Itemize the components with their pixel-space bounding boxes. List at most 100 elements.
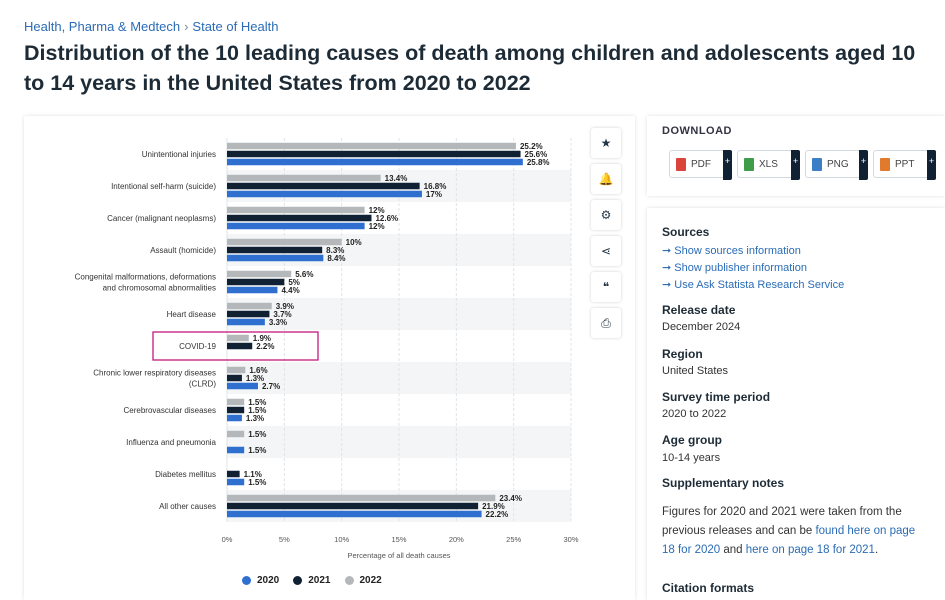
category-label-line: Cancer (malignant neoplasms) (107, 214, 216, 223)
bar-2022 (227, 398, 245, 406)
data-label-2022: 1.6% (249, 366, 267, 375)
bar-2021 (227, 502, 479, 510)
xls-file-icon (744, 157, 754, 171)
data-label-2022: 23.4% (499, 494, 522, 503)
chart-toolbar: ★ 🔔 ⚙ ⋖ ❝ ⎙ (591, 128, 623, 344)
plus-icon[interactable]: + (791, 150, 800, 180)
star-button[interactable]: ★ (591, 128, 621, 158)
breadcrumb-link-health[interactable]: Health, Pharma & Medtech (24, 19, 181, 34)
x-tick-label: 30% (563, 535, 578, 544)
category-label-line: Influenza and pneumonia (126, 438, 216, 447)
category-label-line: Unintentional injuries (142, 150, 216, 159)
bar-2020 (227, 222, 365, 230)
data-label-2020: 17% (426, 190, 442, 199)
data-label-2021: 16.8% (424, 182, 447, 191)
legend-item-2022[interactable]: 2022 (344, 575, 382, 586)
bar-2021 (227, 214, 372, 222)
sources-link-label: Show sources information (674, 245, 801, 257)
category-label: All other causes (159, 502, 216, 511)
data-label-2022: 5.6% (295, 270, 313, 279)
download-label: PNG (827, 158, 849, 170)
x-tick-label: 20% (449, 535, 464, 544)
bar-2022 (227, 142, 516, 150)
bar-2020 (227, 382, 258, 390)
survey-period-heading: Survey time period (662, 390, 771, 404)
bar-2020 (227, 446, 245, 454)
data-label-2020: 1.3% (246, 414, 264, 423)
print-icon: ⎙ (601, 315, 611, 330)
chart-legend: 2020 2021 2022 (242, 575, 382, 586)
data-label-2022: 25.2% (520, 142, 543, 151)
bar-2020 (227, 158, 523, 166)
data-label-2022: 13.4% (385, 174, 408, 183)
download-png-button[interactable]: PNG + (805, 150, 868, 180)
citation-formats-heading: Citation formats (662, 581, 755, 595)
download-title: DOWNLOAD (662, 125, 732, 137)
notes-link-2021[interactable]: here on page 18 for 2021 (745, 544, 875, 556)
x-tick-label: 5% (279, 535, 290, 544)
bar-2022 (227, 238, 342, 246)
plus-icon[interactable]: + (723, 150, 732, 180)
category-label: Diabetes mellitus (155, 470, 216, 479)
data-label-2022: 1.9% (253, 334, 271, 343)
legend-dot (293, 576, 303, 585)
bar-2020 (227, 478, 245, 486)
sources-link-show-publisher[interactable]: ➞ Show publisher information (662, 261, 807, 274)
plus-icon[interactable]: + (927, 150, 936, 180)
download-panel: DOWNLOAD PDF + XLS + PNG + PPT + (647, 116, 945, 196)
data-label-2020: 1.5% (248, 446, 266, 455)
bar-2022 (227, 302, 272, 310)
category-label-line: Cerebrovascular diseases (124, 406, 217, 415)
data-label-2020: 1.5% (248, 478, 266, 487)
category-label-line: and chromosomal abnormalities (103, 284, 216, 293)
ppt-file-icon (880, 157, 890, 171)
download-label: PPT (895, 158, 915, 170)
bar-2021 (227, 310, 270, 318)
category-label-line: Chronic lower respiratory diseases (93, 369, 216, 378)
breadcrumb-link-state-of-health[interactable]: State of Health (192, 19, 279, 34)
category-label-line: COVID-19 (179, 342, 216, 351)
data-label-2020: 22.2% (486, 510, 509, 519)
data-label-2022: 12% (369, 206, 385, 215)
x-tick-label: 15% (391, 535, 406, 544)
category-label-line: All other causes (159, 502, 216, 511)
legend-item-2020[interactable]: 2020 (242, 575, 279, 586)
quote-button[interactable]: ❝ (591, 272, 621, 302)
download-xls-button[interactable]: XLS + (737, 150, 800, 180)
download-pdf-button[interactable]: PDF + (669, 150, 732, 180)
sources-link-show-sources[interactable]: ➞ Show sources information (662, 244, 801, 257)
bell-button[interactable]: 🔔 (591, 164, 621, 194)
data-label-2022: 3.9% (276, 302, 294, 311)
category-label-line: Assault (homicide) (150, 246, 216, 255)
data-label-2020: 8.4% (327, 254, 345, 263)
bar-2022 (227, 174, 381, 182)
sources-link-research-service[interactable]: ➞ Use Ask Statista Research Service (662, 278, 844, 291)
share-icon: ⋖ (600, 244, 612, 258)
download-ppt-button[interactable]: PPT + (873, 150, 936, 180)
x-tick-label: 10% (334, 535, 349, 544)
breadcrumb: Health, Pharma & Medtech › State of Health (24, 19, 278, 34)
bar-2021 (227, 182, 420, 190)
bar-2020 (227, 254, 324, 262)
age-group-heading: Age group (662, 433, 722, 447)
bar-2020 (227, 318, 265, 326)
data-label-2021: 1.3% (246, 374, 264, 383)
print-button[interactable]: ⎙ (591, 308, 621, 338)
bar-2021 (227, 150, 521, 158)
category-label: Heart disease (167, 310, 217, 319)
category-label: Intentional self-harm (suicide) (111, 182, 216, 191)
legend-item-2021[interactable]: 2021 (293, 575, 331, 586)
data-label-2021: 1.5% (248, 406, 266, 415)
notes-link-2020[interactable]: found here on page 18 for 2020 (662, 525, 916, 556)
category-label: Congenital malformations, deformations an… (75, 273, 216, 293)
plus-icon[interactable]: + (859, 150, 868, 180)
legend-label: 2021 (308, 575, 331, 586)
data-label-2020: 4.4% (281, 286, 299, 295)
share-button[interactable]: ⋖ (591, 236, 621, 266)
survey-period-value: 2020 to 2022 (662, 408, 727, 420)
bar-2021 (227, 406, 245, 414)
bar-2020 (227, 190, 422, 198)
gear-button[interactable]: ⚙ (591, 200, 621, 230)
category-label: Assault (homicide) (150, 246, 216, 255)
category-label-line: Heart disease (167, 310, 217, 319)
